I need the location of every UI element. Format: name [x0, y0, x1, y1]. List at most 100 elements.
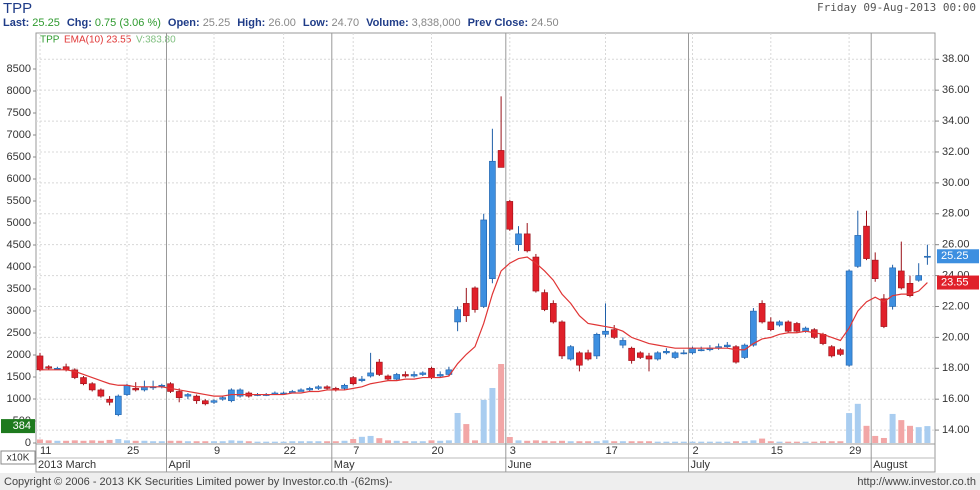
volume-bar: [506, 437, 513, 443]
volume-bar: [202, 441, 209, 443]
candle-body: [863, 225, 870, 259]
x-tick-label: 11: [40, 445, 51, 457]
symbol-title: TPP: [3, 0, 32, 17]
candle-body: [671, 352, 679, 358]
volume-bar: [245, 441, 252, 443]
volume-bar: [593, 441, 600, 443]
info-value: 24.70: [332, 17, 360, 29]
candle-body: [132, 388, 139, 391]
candle-body: [36, 355, 44, 371]
volume-bar: [419, 441, 426, 443]
volume-bar: [393, 440, 400, 443]
ema-line: [40, 256, 928, 397]
candle-body: [541, 292, 548, 310]
candle-body: [549, 303, 557, 323]
candle-body: [610, 329, 618, 338]
y2-tick-label: 7500: [7, 107, 31, 119]
candle-body: [489, 160, 496, 279]
y-tick-label: 16.00: [942, 393, 970, 405]
last-ema-tag-box: [937, 275, 979, 290]
candle-body: [80, 377, 87, 385]
info-label: Prev Close:: [468, 17, 529, 29]
volume-bar: [289, 441, 296, 443]
volume-bar: [97, 440, 104, 443]
info-label: High:: [237, 17, 265, 29]
volume-bar: [271, 441, 278, 443]
candle-body: [636, 352, 644, 358]
volume-bar: [646, 441, 652, 443]
volume-bar: [898, 420, 905, 443]
y2-tick-label: 2500: [7, 327, 31, 339]
y2-tick-label: 5000: [7, 217, 31, 229]
volume-bar: [880, 437, 887, 443]
volume-bar: [454, 412, 461, 443]
candle-body: [384, 375, 392, 380]
candle-body: [462, 303, 470, 317]
volume-bar: [219, 441, 226, 443]
candle-body: [454, 309, 461, 323]
candle-body: [175, 391, 183, 398]
candle-body: [471, 287, 479, 310]
volume-bar: [489, 387, 496, 443]
volume-bar: [324, 441, 331, 443]
y2-tick-label: 3000: [7, 305, 31, 317]
volume-bar: [37, 439, 43, 443]
candle-body: [497, 150, 505, 168]
volume-bar: [132, 440, 139, 443]
volume-bar: [80, 440, 87, 443]
candle-body: [349, 377, 357, 385]
volume-bar: [228, 440, 235, 443]
candle-body: [315, 386, 322, 389]
last-price-tag: 25.25: [941, 250, 969, 262]
x-tick-label: 9: [214, 445, 220, 457]
volume-bar: [367, 435, 374, 443]
y2-tick-label: 3500: [7, 283, 31, 295]
candle-body: [654, 352, 662, 360]
y2-tick-label: 5500: [7, 195, 31, 207]
info-label: Low:: [303, 17, 329, 29]
volume-bar: [785, 441, 792, 443]
legend-ema: EMA(10) 23.55: [64, 35, 132, 46]
volume-unit: x10K: [7, 453, 30, 464]
y2-tick-label: 8000: [7, 85, 31, 97]
volume-bar: [759, 438, 766, 443]
y2-tick-label: 1500: [7, 371, 31, 383]
candle-body: [567, 346, 575, 360]
volume-bar: [193, 441, 200, 443]
volume-bar: [254, 441, 261, 443]
y-tick-label: 20.00: [942, 331, 970, 343]
volume-bar: [776, 441, 783, 443]
candle-body: [680, 352, 688, 355]
x-tick-label: 22: [284, 445, 296, 457]
volume-bar: [793, 441, 800, 443]
month-label: June: [508, 459, 532, 471]
volume-bar: [402, 441, 409, 443]
candle-body: [358, 378, 366, 381]
candle-body: [410, 374, 418, 377]
volume-bar: [733, 441, 739, 443]
volume-bar: [237, 440, 244, 443]
volume-bar: [263, 441, 270, 443]
volume-bar: [559, 440, 565, 443]
candle-body: [915, 275, 923, 281]
volume-bar: [741, 441, 748, 443]
candle-body: [202, 400, 209, 405]
candle-body: [576, 352, 583, 366]
info-bar: Last: 25.25 Chg: 0.75 (3.06 %) Open: 25.25 Hig…: [3, 17, 559, 29]
candle-body: [723, 344, 731, 347]
volume-bar: [298, 441, 304, 443]
candle-body: [828, 346, 836, 357]
candle-body: [628, 347, 635, 361]
info-value: 0.75 (3.06 %): [95, 17, 161, 29]
candle-body: [193, 395, 200, 402]
candle-body: [184, 394, 192, 397]
candle-body: [584, 352, 592, 360]
candle-body: [819, 333, 827, 344]
y2-tick-label: 8500: [7, 63, 31, 75]
y2-tick-label: 4000: [7, 261, 31, 273]
volume-bar: [280, 441, 287, 443]
volume-bar: [837, 441, 844, 443]
volume-bar: [411, 441, 418, 443]
volume-bar: [715, 441, 722, 443]
volume-bar: [385, 440, 391, 443]
